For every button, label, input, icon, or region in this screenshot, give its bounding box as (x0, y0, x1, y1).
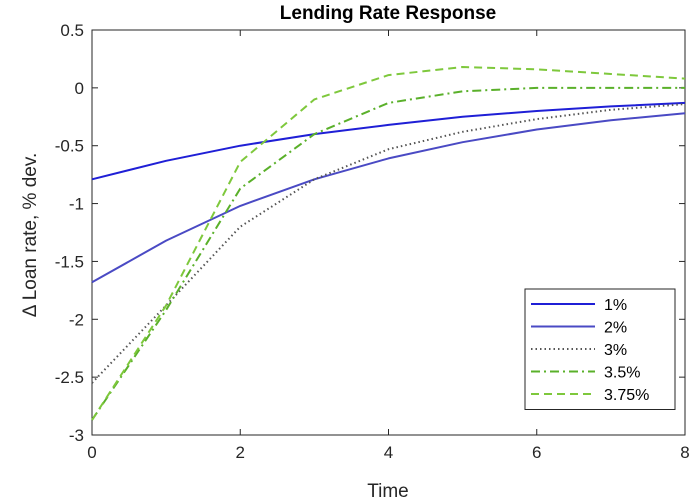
y-axis: 0.5 0 -0.5 -1 -1.5 -2 -2.5 -3 (55, 21, 685, 445)
series-layer (91, 66, 686, 421)
legend-label: 3.75% (604, 387, 649, 404)
legend-label: 2% (604, 320, 627, 337)
series-line-3 (91, 103, 686, 384)
legend-box (524, 288, 676, 410)
y-tick-label: -0.5 (55, 137, 84, 156)
legend-label: 3% (604, 342, 627, 359)
x-axis: 0 2 4 6 8 (87, 30, 690, 462)
x-tick-label: 6 (532, 443, 541, 462)
x-tick-label: 0 (87, 443, 96, 462)
y-tick-label: -1 (69, 195, 84, 214)
series-line-4 (91, 86, 685, 421)
x-tick-label: 2 (236, 443, 245, 462)
chart-title: Lending Rate Response (280, 3, 496, 24)
series-line-5 (91, 66, 686, 421)
x-tick-label: 8 (680, 443, 689, 462)
x-tick-label: 4 (384, 443, 393, 462)
legend-label: 3.5% (604, 365, 640, 382)
x-axis-label: Time (367, 481, 409, 502)
legend: 1% 2% 3% 3.5% 3.75% (524, 288, 676, 410)
series-line-1 (91, 101, 686, 181)
y-tick-label: 0 (75, 79, 84, 98)
y-tick-label: 0.5 (60, 21, 84, 40)
legend-label: 1% (604, 297, 627, 314)
y-tick-label: -2 (69, 310, 84, 329)
y-tick-label: -1.5 (55, 252, 84, 271)
y-axis-label: Δ Loan rate, % dev. (20, 153, 41, 317)
series-line-2 (91, 112, 686, 284)
y-tick-label: -3 (69, 426, 84, 445)
y-tick-label: -2.5 (55, 368, 84, 387)
